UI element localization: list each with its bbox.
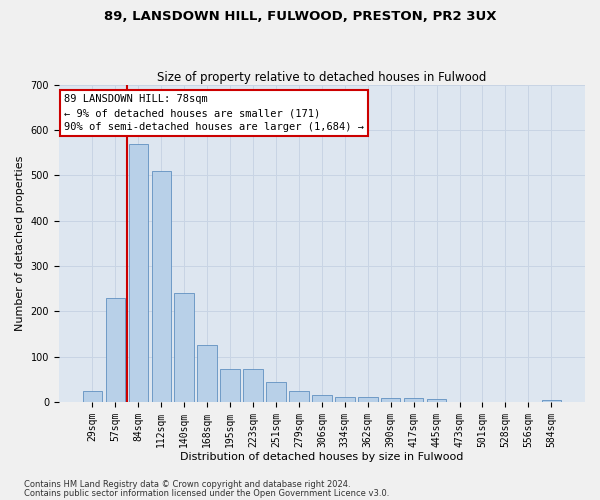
Bar xyxy=(335,396,355,402)
Bar xyxy=(289,390,308,402)
X-axis label: Distribution of detached houses by size in Fulwood: Distribution of detached houses by size … xyxy=(180,452,464,462)
Bar xyxy=(404,398,424,402)
Bar xyxy=(244,370,263,402)
Bar xyxy=(152,171,171,402)
Bar xyxy=(381,398,400,402)
Bar xyxy=(358,398,377,402)
Bar xyxy=(427,400,446,402)
Text: Contains public sector information licensed under the Open Government Licence v3: Contains public sector information licen… xyxy=(24,488,389,498)
Bar xyxy=(128,144,148,402)
Bar xyxy=(312,395,332,402)
Bar xyxy=(220,370,240,402)
Bar xyxy=(266,382,286,402)
Bar xyxy=(197,346,217,402)
Bar xyxy=(175,293,194,402)
Title: Size of property relative to detached houses in Fulwood: Size of property relative to detached ho… xyxy=(157,70,487,84)
Bar xyxy=(83,390,102,402)
Text: 89, LANSDOWN HILL, FULWOOD, PRESTON, PR2 3UX: 89, LANSDOWN HILL, FULWOOD, PRESTON, PR2… xyxy=(104,10,496,23)
Y-axis label: Number of detached properties: Number of detached properties xyxy=(15,156,25,331)
Bar xyxy=(106,298,125,402)
Text: 89 LANSDOWN HILL: 78sqm
← 9% of detached houses are smaller (171)
90% of semi-de: 89 LANSDOWN HILL: 78sqm ← 9% of detached… xyxy=(64,94,364,132)
Text: Contains HM Land Registry data © Crown copyright and database right 2024.: Contains HM Land Registry data © Crown c… xyxy=(24,480,350,489)
Bar xyxy=(542,400,561,402)
